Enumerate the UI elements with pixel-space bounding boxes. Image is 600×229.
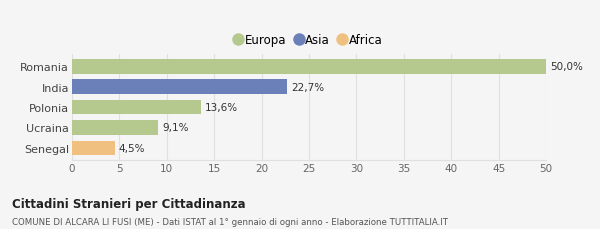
Bar <box>72 121 158 135</box>
Text: 13,6%: 13,6% <box>205 103 238 113</box>
Bar <box>72 80 287 95</box>
Bar <box>72 100 201 115</box>
Text: 4,5%: 4,5% <box>118 143 145 153</box>
Text: Cittadini Stranieri per Cittadinanza: Cittadini Stranieri per Cittadinanza <box>12 197 245 210</box>
Text: 50,0%: 50,0% <box>550 62 583 72</box>
Text: 9,1%: 9,1% <box>162 123 188 133</box>
Legend: Europa, Asia, Africa: Europa, Asia, Africa <box>230 29 388 52</box>
Text: 22,7%: 22,7% <box>291 82 324 92</box>
Text: COMUNE DI ALCARA LI FUSI (ME) - Dati ISTAT al 1° gennaio di ogni anno - Elaboraz: COMUNE DI ALCARA LI FUSI (ME) - Dati IST… <box>12 218 448 226</box>
Bar <box>72 60 546 74</box>
Bar <box>72 141 115 155</box>
